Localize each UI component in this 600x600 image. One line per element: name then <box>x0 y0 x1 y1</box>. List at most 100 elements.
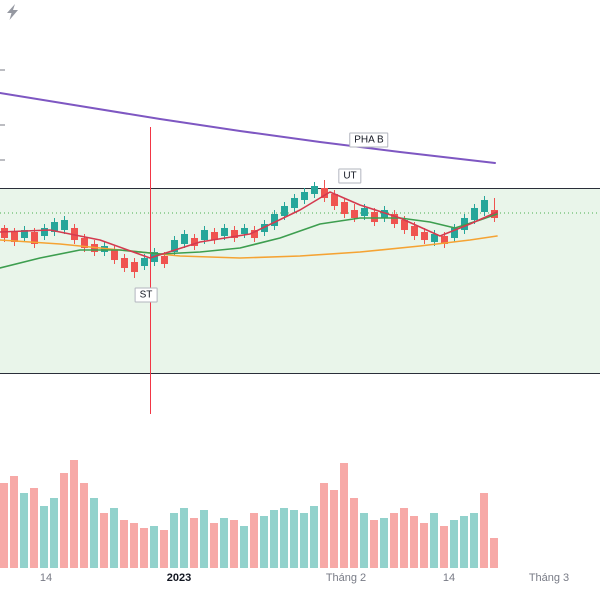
volume-bar <box>260 516 268 568</box>
candle-body <box>391 214 398 224</box>
volume-bar <box>340 463 348 568</box>
candle-body <box>461 218 468 230</box>
x-axis-label: 14 <box>442 572 456 584</box>
volume-bar <box>200 510 208 568</box>
candle-body <box>21 230 28 238</box>
candle-body <box>191 238 198 246</box>
trendline-pha-b[interactable] <box>0 92 496 164</box>
volume-bar <box>400 508 408 568</box>
volume-bar <box>290 510 298 568</box>
volume-bar <box>10 476 18 568</box>
volume-bar <box>170 513 178 568</box>
candle-body <box>81 238 88 248</box>
volume-bar <box>370 520 378 568</box>
candle-body <box>71 228 78 240</box>
lightning-icon[interactable] <box>7 4 19 25</box>
volume-bar <box>140 528 148 568</box>
volume-bar <box>30 488 38 568</box>
candle-body <box>401 220 408 230</box>
volume-bar <box>160 530 168 568</box>
volume-bar <box>100 513 108 568</box>
annotation-pha-b-label[interactable]: PHA B <box>349 132 389 148</box>
volume-bar <box>60 473 68 568</box>
band-fill[interactable] <box>0 188 600 373</box>
volume-bar <box>110 508 118 568</box>
volume-bar <box>490 538 498 568</box>
candle-body <box>361 208 368 216</box>
volume-bar <box>50 498 58 568</box>
x-axis-label: 2023 <box>166 572 192 584</box>
candle-body <box>1 228 8 238</box>
volume-bar <box>0 483 8 568</box>
volume-group <box>0 460 498 568</box>
volume-bar <box>70 460 78 568</box>
candle-body <box>41 228 48 236</box>
candle-body <box>251 230 258 238</box>
volume-bar <box>350 498 358 568</box>
ma-slow-line[interactable] <box>0 235 498 259</box>
candle-body <box>451 228 458 238</box>
volume-bar <box>440 526 448 568</box>
candle-body <box>181 234 188 244</box>
volume-bar <box>380 518 388 568</box>
candle-body <box>281 206 288 216</box>
candle-body <box>331 194 338 206</box>
volume-bar <box>230 520 238 568</box>
candle-body <box>351 210 358 218</box>
volume-bar <box>20 493 28 568</box>
candle-body <box>301 192 308 200</box>
candle-body <box>441 236 448 244</box>
volume-bar <box>190 518 198 568</box>
volume-bar <box>40 506 48 568</box>
candle-body <box>231 230 238 238</box>
volume-bar <box>430 513 438 568</box>
volume-bar <box>360 513 368 568</box>
candle-body <box>421 232 428 240</box>
candle-body <box>291 198 298 208</box>
candle-body <box>51 222 58 232</box>
ma-medium-line[interactable] <box>0 213 498 269</box>
candle-body <box>211 232 218 240</box>
candle-body <box>11 232 18 242</box>
x-axis-label: Tháng 2 <box>325 572 367 584</box>
volume-bar <box>150 526 158 568</box>
volume-bar <box>320 483 328 568</box>
candle-body <box>491 210 498 218</box>
annotation-st-label[interactable]: ST <box>134 287 158 303</box>
volume-bar <box>280 508 288 568</box>
volume-bar <box>90 498 98 568</box>
candle-body <box>481 200 488 212</box>
candle-body <box>371 212 378 222</box>
candle-body <box>61 220 68 230</box>
volume-bar <box>310 506 318 568</box>
volume-bar <box>250 513 258 568</box>
x-axis-label: Tháng 3 <box>528 572 570 584</box>
candle-body <box>161 256 168 264</box>
candle-body <box>121 258 128 268</box>
candle-body <box>381 210 388 218</box>
volume-bar <box>220 518 228 568</box>
volume-bar <box>210 523 218 568</box>
candle-body <box>411 226 418 236</box>
candle-body <box>201 230 208 240</box>
volume-bar <box>450 520 458 568</box>
volume-bar <box>460 516 468 568</box>
volume-bar <box>390 513 398 568</box>
volume-bar <box>80 483 88 568</box>
volume-bar <box>410 516 418 568</box>
candle-body <box>431 234 438 242</box>
volume-bar <box>180 508 188 568</box>
candle-body <box>241 228 248 234</box>
candle-body <box>341 202 348 214</box>
annotation-ut-label[interactable]: UT <box>338 168 362 184</box>
x-axis-label: 14 <box>39 572 53 584</box>
candle-body <box>311 186 318 194</box>
ma-fast-line[interactable] <box>0 191 498 259</box>
volume-bar <box>300 513 308 568</box>
candle-body <box>471 208 478 220</box>
volume-bar <box>330 490 338 568</box>
volume-bar <box>240 526 248 568</box>
volume-bar <box>270 510 278 568</box>
